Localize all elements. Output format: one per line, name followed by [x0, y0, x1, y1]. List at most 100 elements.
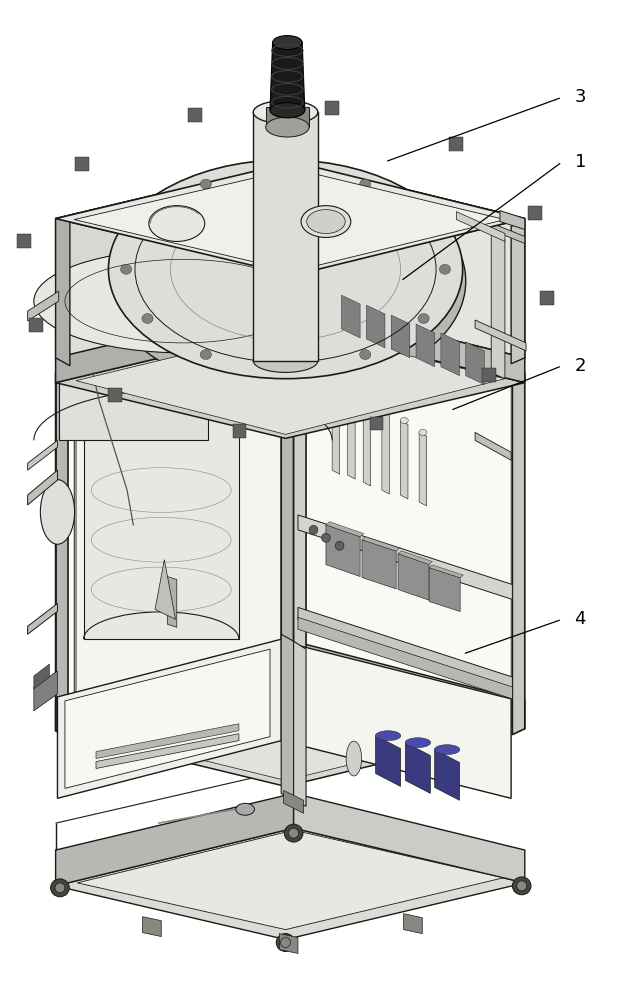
Polygon shape — [56, 162, 525, 275]
Ellipse shape — [200, 179, 211, 189]
Polygon shape — [74, 674, 505, 780]
Ellipse shape — [360, 179, 371, 189]
Polygon shape — [419, 432, 426, 506]
Polygon shape — [416, 324, 435, 367]
Polygon shape — [28, 291, 59, 321]
Polygon shape — [65, 649, 270, 788]
Ellipse shape — [335, 541, 344, 550]
Polygon shape — [298, 607, 512, 689]
Polygon shape — [56, 162, 293, 358]
Ellipse shape — [419, 429, 427, 435]
Polygon shape — [34, 664, 50, 689]
Polygon shape — [76, 321, 281, 699]
Ellipse shape — [435, 745, 460, 755]
Polygon shape — [108, 388, 122, 402]
Polygon shape — [56, 219, 70, 366]
Polygon shape — [429, 565, 463, 578]
Ellipse shape — [322, 533, 330, 542]
Ellipse shape — [307, 210, 345, 233]
Polygon shape — [325, 101, 339, 115]
Polygon shape — [96, 734, 239, 768]
Polygon shape — [511, 219, 525, 364]
Polygon shape — [96, 724, 239, 759]
Polygon shape — [362, 540, 396, 589]
Polygon shape — [398, 554, 429, 600]
Polygon shape — [74, 169, 505, 271]
Polygon shape — [500, 211, 525, 230]
Polygon shape — [363, 398, 371, 486]
Polygon shape — [83, 361, 239, 639]
Text: 2: 2 — [574, 357, 586, 375]
Polygon shape — [298, 617, 512, 699]
Polygon shape — [540, 291, 554, 305]
Ellipse shape — [346, 741, 362, 776]
Ellipse shape — [332, 368, 340, 374]
Polygon shape — [56, 828, 525, 940]
Polygon shape — [279, 934, 298, 953]
Polygon shape — [376, 736, 401, 786]
Polygon shape — [342, 295, 360, 338]
Ellipse shape — [301, 206, 350, 237]
Ellipse shape — [236, 803, 255, 815]
Polygon shape — [17, 234, 31, 248]
Polygon shape — [142, 917, 161, 937]
Polygon shape — [293, 641, 306, 806]
Polygon shape — [398, 551, 433, 564]
Polygon shape — [59, 301, 208, 440]
Ellipse shape — [270, 103, 305, 118]
Polygon shape — [475, 217, 525, 243]
Ellipse shape — [253, 101, 318, 124]
Polygon shape — [293, 301, 525, 383]
Ellipse shape — [105, 170, 466, 393]
Ellipse shape — [120, 264, 132, 274]
Ellipse shape — [347, 383, 356, 389]
Ellipse shape — [360, 350, 371, 360]
Ellipse shape — [142, 215, 153, 225]
Polygon shape — [529, 206, 542, 220]
Ellipse shape — [376, 731, 401, 741]
Polygon shape — [466, 342, 485, 385]
Text: 3: 3 — [574, 88, 586, 106]
Ellipse shape — [273, 36, 302, 50]
Polygon shape — [401, 420, 408, 499]
Ellipse shape — [418, 215, 429, 225]
Polygon shape — [369, 417, 383, 430]
Polygon shape — [188, 108, 201, 122]
Text: 1: 1 — [574, 153, 586, 171]
Ellipse shape — [405, 738, 431, 748]
Ellipse shape — [440, 264, 451, 274]
Ellipse shape — [382, 408, 389, 413]
Polygon shape — [332, 371, 340, 474]
Ellipse shape — [253, 349, 318, 372]
Polygon shape — [512, 373, 525, 735]
Ellipse shape — [83, 333, 239, 388]
Polygon shape — [270, 43, 305, 110]
Ellipse shape — [266, 117, 309, 137]
Ellipse shape — [149, 206, 205, 241]
Polygon shape — [326, 522, 364, 537]
Ellipse shape — [51, 879, 69, 897]
Polygon shape — [293, 641, 525, 729]
Polygon shape — [75, 157, 89, 171]
Polygon shape — [28, 603, 58, 634]
Polygon shape — [450, 137, 463, 151]
Polygon shape — [475, 320, 526, 351]
Polygon shape — [482, 368, 496, 382]
Polygon shape — [382, 410, 389, 494]
Polygon shape — [253, 112, 318, 361]
Polygon shape — [58, 639, 281, 798]
Polygon shape — [366, 305, 385, 348]
Polygon shape — [56, 641, 293, 731]
Polygon shape — [28, 470, 58, 505]
Polygon shape — [233, 424, 246, 438]
Ellipse shape — [418, 314, 429, 323]
Polygon shape — [491, 233, 505, 379]
Polygon shape — [281, 634, 293, 800]
Ellipse shape — [200, 350, 211, 360]
Polygon shape — [281, 314, 293, 681]
Polygon shape — [404, 914, 422, 934]
Polygon shape — [77, 830, 503, 930]
Polygon shape — [326, 525, 360, 577]
Text: 4: 4 — [574, 610, 586, 628]
Polygon shape — [281, 641, 511, 798]
